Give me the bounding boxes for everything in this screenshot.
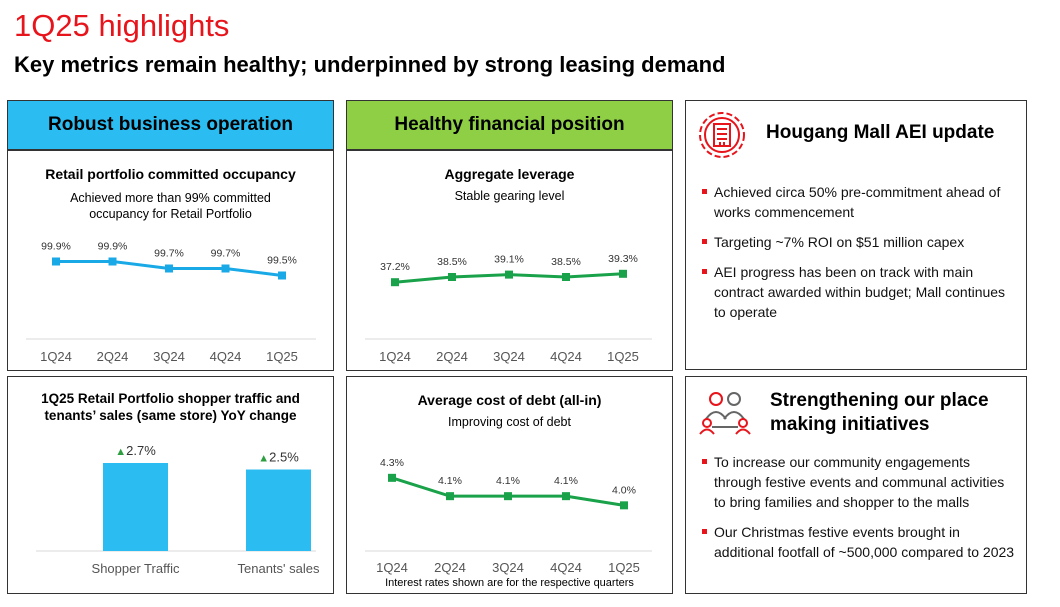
data-point: [391, 278, 399, 287]
data-label: 4.1%: [496, 475, 520, 487]
data-point: [165, 264, 173, 273]
x-tick-label: 4Q24: [210, 349, 242, 364]
aei-bullet: Targeting ~7% ROI on $51 million capex: [702, 232, 1016, 252]
data-label-value: 2.7%: [126, 443, 156, 458]
data-label: 4.1%: [554, 475, 578, 487]
data-label-value: 2.5%: [269, 450, 299, 465]
data-point: [221, 264, 230, 273]
data-label: 38.5%: [437, 256, 467, 268]
section-header-financial: Healthy financial position: [346, 100, 673, 150]
occupancy-title: Retail portfolio committed occupancy: [45, 166, 296, 182]
occupancy-note-line1: Achieved more than 99% committed: [70, 191, 271, 205]
x-tick-label: 1Q25: [608, 560, 640, 575]
debt-footnote: Interest rates shown are for the respect…: [385, 577, 634, 589]
debt-title: Average cost of debt (all-in): [417, 392, 602, 408]
occupancy-note-line2: occupancy for Retail Portfolio: [89, 207, 252, 221]
data-point: [562, 492, 570, 501]
traffic-title-line1: 1Q25 Retail Portfolio shopper traffic an…: [41, 391, 300, 406]
up-arrow-icon: ▲: [115, 446, 126, 458]
leverage-title: Aggregate leverage: [444, 166, 575, 182]
x-tick-label: 3Q24: [492, 560, 524, 575]
data-label: 39.3%: [608, 253, 638, 265]
data-point: [446, 492, 454, 501]
placemaking-panel: Strengthening our place making initiativ…: [685, 376, 1027, 594]
data-point: [108, 257, 117, 266]
data-point: [448, 273, 456, 281]
x-tick-label: 2Q24: [436, 349, 468, 364]
aei-panel: Hougang Mall AEI update Achieved circa 5…: [685, 100, 1027, 370]
data-point: [562, 273, 570, 281]
x-tick-label: Tenants' sales: [238, 561, 320, 576]
placemaking-bullet: Our Christmas festive events brought in …: [702, 522, 1016, 562]
traffic-chart: ▲2.7%Shopper Traffic▲2.5%Tenants' sales: [36, 443, 320, 576]
page-title: 1Q25 highlights: [14, 8, 230, 43]
placemaking-bullet: To increase our community engagements th…: [702, 452, 1016, 512]
data-point: [504, 492, 512, 501]
occupancy-chart: 99.9% 1Q24 99.9% 2Q24 99.7% 3Q24 99.7% 4Q24 99.5…: [26, 241, 316, 364]
data-point: [620, 501, 628, 510]
people-network-icon: [698, 389, 752, 435]
data-label: 99.7%: [154, 248, 184, 260]
data-label: 99.5%: [267, 255, 297, 267]
data-label: 37.2%: [380, 261, 410, 273]
data-label: 99.9%: [41, 241, 71, 253]
aei-title: Hougang Mall AEI update: [766, 122, 995, 143]
data-label: ▲2.7%: [115, 443, 156, 458]
data-point: [52, 257, 60, 266]
data-label: 38.5%: [551, 256, 581, 268]
debt-panel: Average cost of debt (all-in) Improving …: [346, 376, 673, 594]
aei-bullet-list: Achieved circa 50% pre-commitment ahead …: [702, 182, 1016, 332]
debt-chart: 4.3% 1Q24 4.1% 2Q24 4.1% 3Q24 4.1% 4Q24 4.0% 1Q25: [365, 457, 652, 575]
x-tick-label: Shopper Traffic: [92, 561, 180, 576]
traffic-panel: 1Q25 Retail Portfolio shopper traffic an…: [7, 376, 334, 594]
data-label: 99.7%: [211, 248, 241, 260]
up-arrow-icon: ▲: [258, 453, 269, 465]
data-point: [278, 271, 286, 280]
x-tick-label: 1Q24: [379, 349, 411, 364]
data-point: [505, 270, 513, 279]
occupancy-panel: Retail portfolio committed occupancy Ach…: [7, 150, 334, 371]
x-tick-label: 1Q25: [266, 349, 298, 364]
data-label: 39.1%: [494, 254, 524, 266]
data-label: 99.9%: [98, 241, 128, 253]
x-tick-label: 1Q24: [376, 560, 408, 575]
bar: [103, 463, 168, 551]
section-header-business: Robust business operation: [7, 100, 334, 150]
data-label: 4.3%: [380, 457, 404, 469]
page-subtitle: Key metrics remain healthy; underpinned …: [14, 52, 726, 77]
placemaking-title-line1: Strengthening our place: [770, 390, 989, 411]
leverage-panel: Aggregate leverage Stable gearing level …: [346, 150, 673, 371]
aei-bullet: AEI progress has been on track with main…: [702, 262, 1016, 322]
x-tick-label: 2Q24: [97, 349, 129, 364]
data-label: 4.1%: [438, 475, 462, 487]
building-gear-icon: [694, 107, 750, 163]
data-point: [388, 473, 396, 482]
data-label: 4.0%: [612, 484, 636, 496]
leverage-chart: 37.2% 1Q24 38.5% 2Q24 39.1% 3Q24 38.5% 4Q24 39.3…: [365, 253, 652, 364]
bar: [246, 469, 311, 551]
leverage-note: Stable gearing level: [454, 189, 565, 203]
x-tick-label: 3Q24: [493, 349, 525, 364]
traffic-title-line2: tenants’ sales (same store) YoY change: [44, 408, 297, 423]
data-point: [619, 269, 627, 278]
data-label: ▲2.5%: [258, 450, 299, 465]
x-tick-label: 4Q24: [550, 560, 582, 575]
placemaking-bullet-list: To increase our community engagements th…: [702, 452, 1016, 572]
x-tick-label: 4Q24: [550, 349, 582, 364]
placemaking-title-line2: making initiatives: [770, 414, 930, 435]
aei-bullet: Achieved circa 50% pre-commitment ahead …: [702, 182, 1016, 222]
x-tick-label: 3Q24: [153, 349, 185, 364]
debt-note: Improving cost of debt: [448, 415, 571, 429]
x-tick-label: 2Q24: [434, 560, 466, 575]
x-tick-label: 1Q24: [40, 349, 72, 364]
x-tick-label: 1Q25: [607, 349, 639, 364]
